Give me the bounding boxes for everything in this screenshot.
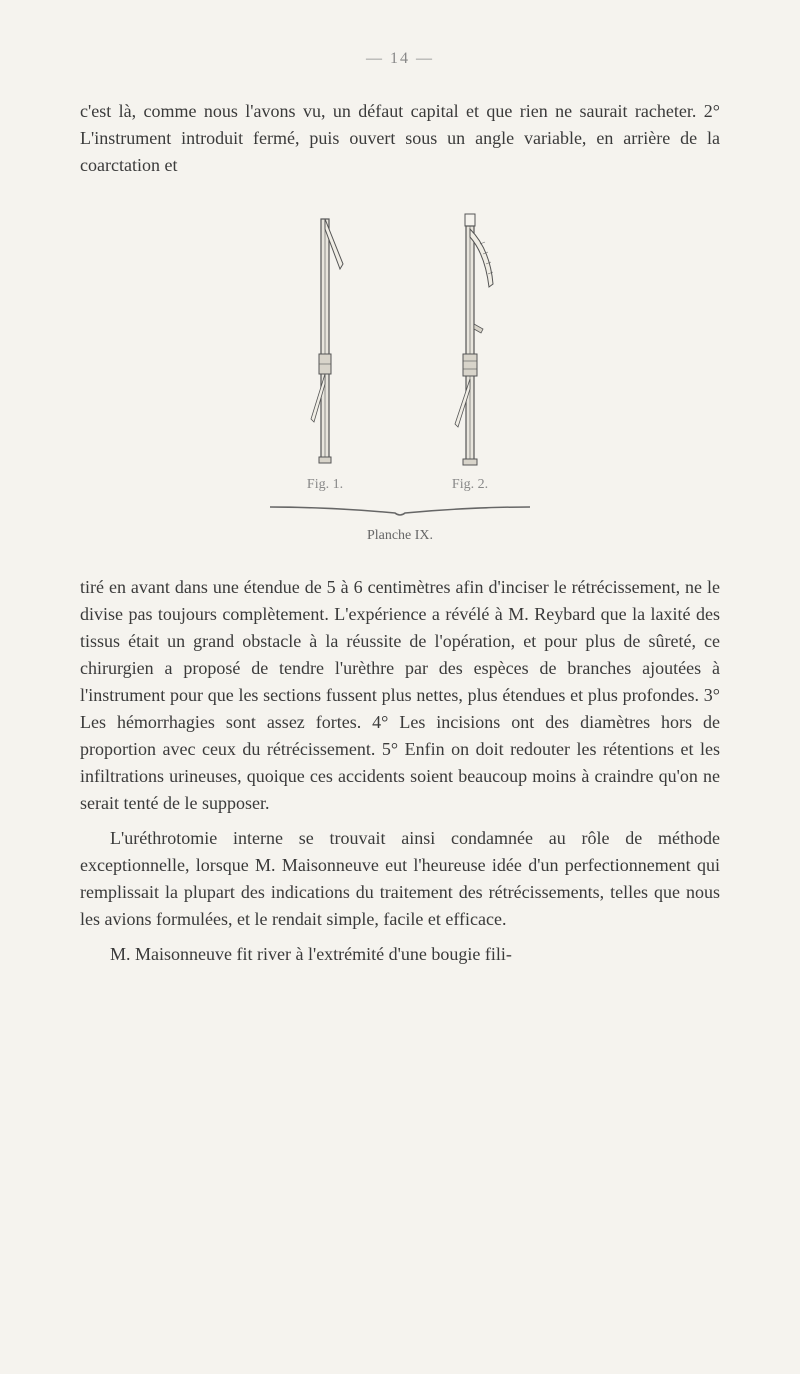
instrument-figure-2: Fig. 2. xyxy=(435,209,505,493)
figure-2-label: Fig. 2. xyxy=(452,477,488,493)
figure-1-label: Fig. 1. xyxy=(307,477,343,493)
instrument-1-svg xyxy=(295,209,355,469)
instrument-2-svg xyxy=(435,209,505,469)
top-paragraph: c'est là, comme nous l'avons vu, un défa… xyxy=(80,98,720,179)
figure-plate: Fig. 1. Fig. 2. xyxy=(80,209,720,493)
brace-container xyxy=(80,503,720,523)
body-paragraph-3: M. Maisonneuve fit river à l'extrémité d… xyxy=(80,941,720,968)
planche-label: Planche IX. xyxy=(80,528,720,544)
body-paragraph-2: L'uréthrotomie interne se trouvait ainsi… xyxy=(80,825,720,933)
body-paragraph-1: tiré en avant dans une étendue de 5 à 6 … xyxy=(80,574,720,817)
instrument-figure-1: Fig. 1. xyxy=(295,209,355,493)
page-number: — 14 — xyxy=(80,50,720,68)
curly-brace xyxy=(260,503,540,518)
